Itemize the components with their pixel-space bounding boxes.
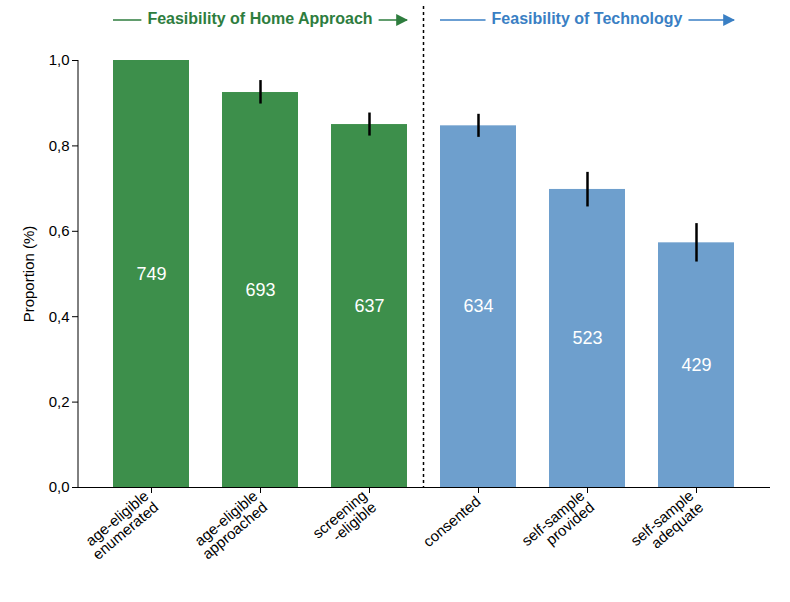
svg-text:637: 637 bbox=[354, 296, 384, 316]
svg-text:0,4: 0,4 bbox=[49, 308, 70, 325]
svg-text:523: 523 bbox=[572, 328, 602, 348]
svg-text:screening-eligible: screening-eligible bbox=[309, 487, 379, 553]
svg-text:1,0: 1,0 bbox=[49, 51, 70, 68]
svg-text:Proportion (%): Proportion (%) bbox=[20, 226, 37, 323]
svg-text:Feasibility of Technology: Feasibility of Technology bbox=[492, 10, 683, 27]
svg-text:634: 634 bbox=[463, 296, 493, 316]
svg-text:0,0: 0,0 bbox=[49, 478, 70, 495]
svg-text:age-eligibleenumerated: age-eligibleenumerated bbox=[79, 487, 161, 563]
svg-text:self-sampleadequate: self-sampleadequate bbox=[627, 487, 706, 561]
svg-text:consented: consented bbox=[420, 493, 484, 551]
svg-text:429: 429 bbox=[681, 355, 711, 375]
svg-text:0,2: 0,2 bbox=[49, 393, 70, 410]
svg-text:693: 693 bbox=[245, 280, 275, 300]
svg-text:Feasibility of Home Approach: Feasibility of Home Approach bbox=[147, 10, 372, 27]
svg-text:0,6: 0,6 bbox=[49, 222, 70, 239]
svg-text:0,8: 0,8 bbox=[49, 137, 70, 154]
svg-text:age-eligibleapproached: age-eligibleapproached bbox=[189, 487, 270, 562]
svg-text:749: 749 bbox=[136, 264, 166, 284]
svg-text:self-sampleprovided: self-sampleprovided bbox=[518, 487, 597, 561]
